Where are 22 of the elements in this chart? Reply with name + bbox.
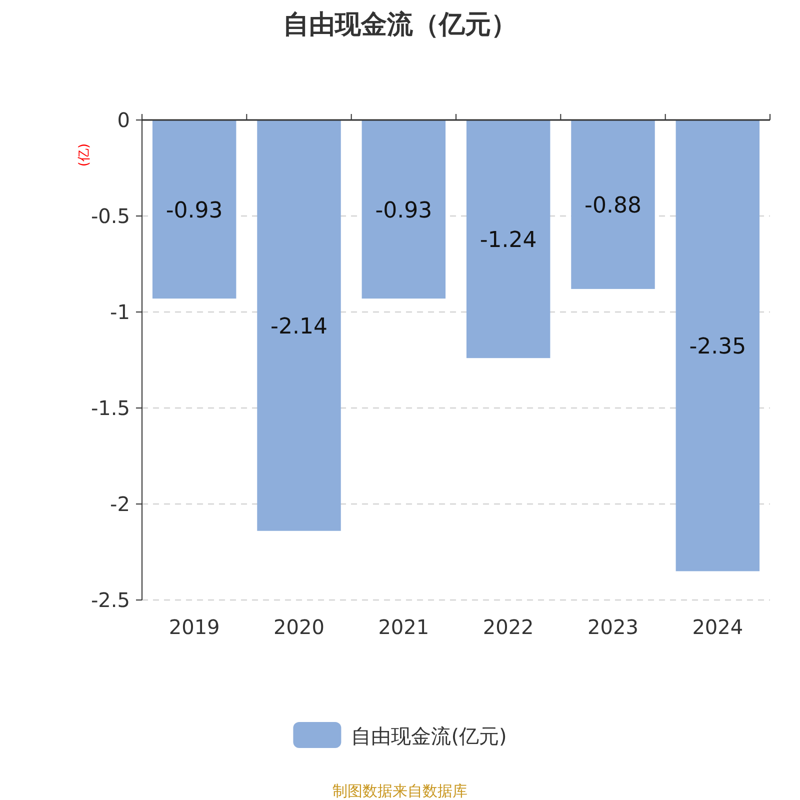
chart-title: 自由现金流（亿元）	[283, 10, 517, 40]
y-tick-label: 0	[117, 108, 130, 132]
data-label: -2.35	[689, 334, 746, 360]
data-label: -1.24	[480, 228, 537, 254]
y-axis-title: (亿)	[77, 143, 92, 167]
y-tick-label: -1.5	[90, 396, 130, 420]
y-tick-label: -2	[110, 492, 130, 516]
y-tick-label: -1	[110, 300, 130, 324]
x-tick-label: 2019	[168, 615, 220, 639]
data-label: -2.14	[270, 314, 328, 340]
data-label: -0.93	[375, 198, 432, 224]
x-tick-label: 2024	[692, 615, 744, 639]
x-tick-label: 2020	[274, 615, 324, 639]
text: 制图数据来自数据库	[332, 782, 468, 800]
legend-label: 自由现金流(亿元)	[351, 724, 507, 748]
data-label: -0.88	[584, 193, 642, 218]
y-tick-label: -0.5	[90, 204, 130, 228]
x-tick-label: 2022	[482, 615, 534, 639]
data-label: -0.93	[166, 198, 223, 224]
x-tick-label: 2021	[378, 615, 430, 639]
x-tick-label: 2023	[588, 615, 638, 639]
y-tick-label: -2.5	[90, 588, 130, 612]
